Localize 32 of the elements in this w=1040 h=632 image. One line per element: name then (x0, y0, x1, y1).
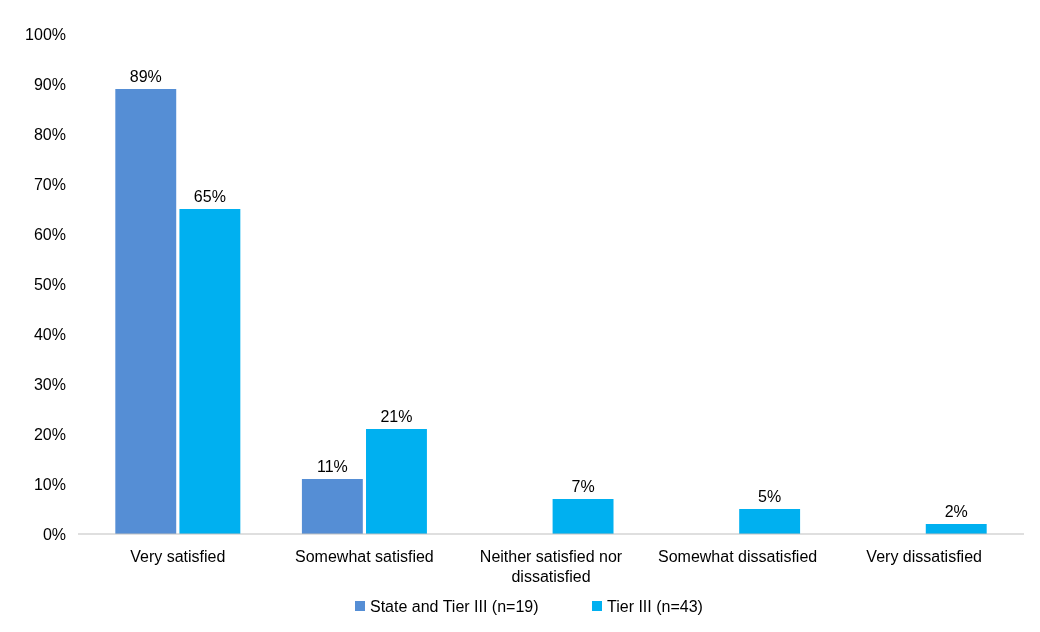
bar (925, 524, 987, 534)
data-label: 65% (193, 188, 226, 205)
y-tick-label: 0% (42, 525, 66, 543)
data-label: 11% (316, 458, 348, 475)
data-label: 21% (380, 408, 413, 425)
x-tick-label: Very dissatisfied (866, 548, 982, 565)
legend-label: State and Tier III (n=19) (370, 597, 539, 615)
x-tick-label: Somewhat dissatisfied (657, 548, 818, 565)
bar (739, 509, 801, 534)
y-tick-label: 40% (33, 325, 66, 343)
y-tick-label: 30% (33, 375, 66, 393)
data-label: 7% (571, 478, 595, 495)
y-tick-label: 70% (33, 175, 66, 193)
data-label: 89% (129, 68, 162, 85)
bar (301, 479, 363, 534)
y-tick-label: 100% (25, 25, 66, 43)
x-tick-label: Neither satisfied nor dissatisfied (479, 548, 623, 585)
bar (115, 89, 177, 534)
y-tick-label: 80% (33, 125, 66, 143)
legend-label: Tier III (n=43) (607, 597, 703, 615)
bar (366, 429, 427, 534)
data-label: 2% (944, 503, 968, 520)
y-tick-label: 10% (33, 475, 66, 493)
data-label: 5% (758, 488, 782, 505)
y-tick-label: 90% (33, 75, 66, 93)
x-tick-label: Somewhat satisfied (295, 548, 434, 565)
bar (179, 209, 241, 534)
bar (552, 499, 614, 534)
y-tick-label: 50% (33, 275, 66, 293)
y-tick-label: 20% (33, 425, 66, 443)
y-tick-label: 60% (33, 225, 66, 243)
x-tick-label: Very satisfied (130, 548, 226, 565)
